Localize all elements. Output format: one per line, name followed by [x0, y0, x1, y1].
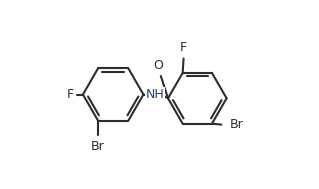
Text: NH: NH: [146, 88, 165, 101]
Text: Br: Br: [91, 140, 105, 153]
Text: F: F: [180, 41, 187, 54]
Text: Br: Br: [230, 118, 243, 131]
Text: O: O: [153, 59, 163, 72]
Text: F: F: [66, 88, 73, 101]
